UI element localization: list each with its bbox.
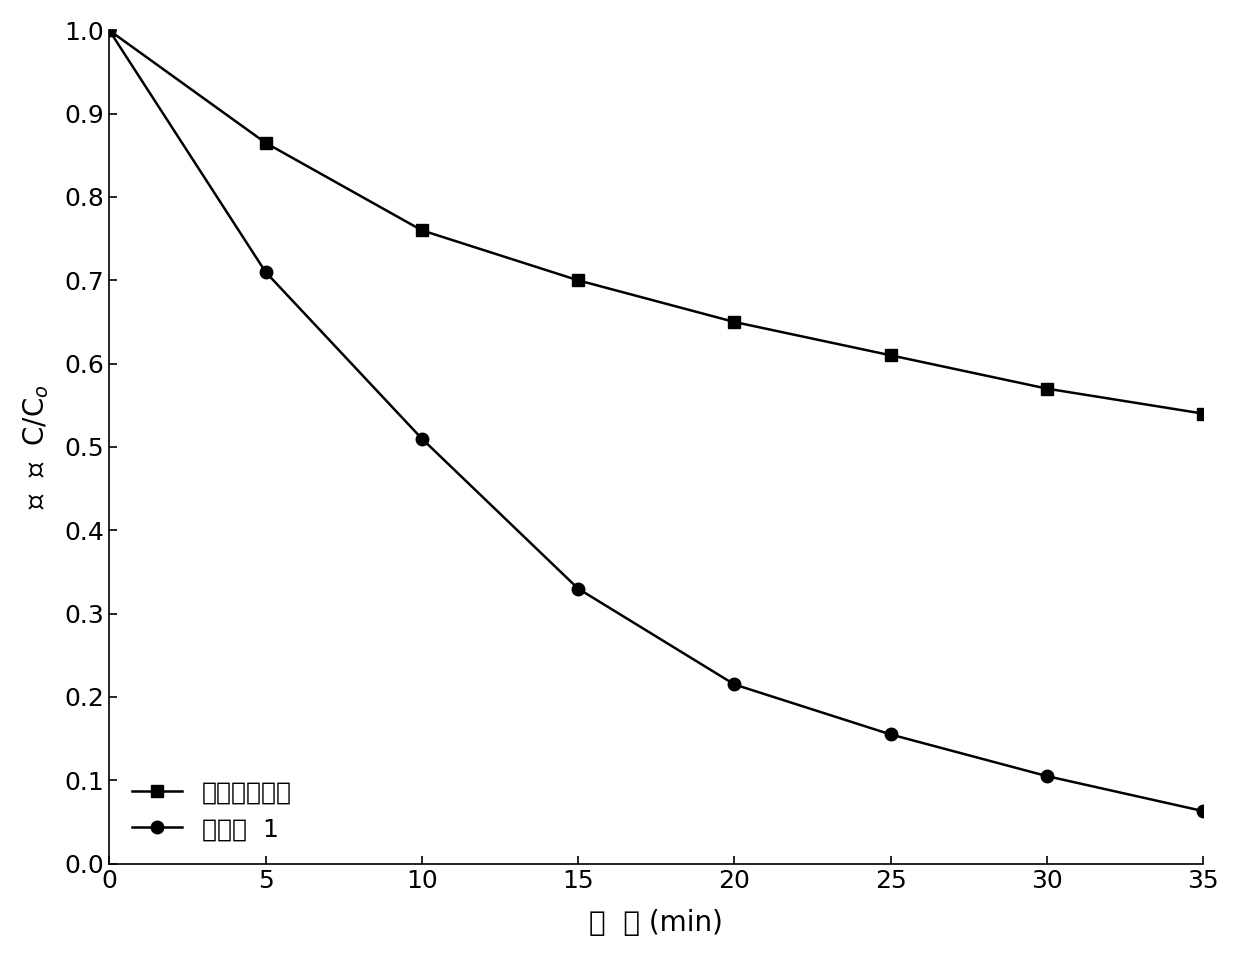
Legend: 单独臭氧氧化, 实施例  1: 单独臭氧氧化, 实施例 1 bbox=[122, 770, 301, 851]
单独臭氧氧化 bbox=[883, 350, 898, 361]
单独臭氧氧化 bbox=[1039, 383, 1054, 395]
单独臭氧氧化 bbox=[258, 137, 273, 148]
单独臭氧氧化 bbox=[727, 316, 742, 328]
X-axis label: 时  间 (min): 时 间 (min) bbox=[589, 909, 723, 937]
Line: 实施例  1: 实施例 1 bbox=[103, 24, 1209, 817]
实施例  1 bbox=[102, 25, 117, 36]
实施例  1 bbox=[1195, 806, 1210, 817]
实施例  1 bbox=[727, 678, 742, 690]
实施例  1 bbox=[1039, 770, 1054, 782]
单独臭氧氧化 bbox=[1195, 408, 1210, 420]
Y-axis label: 苯  酚  C/C$_o$: 苯 酚 C/C$_o$ bbox=[21, 384, 51, 510]
实施例  1 bbox=[258, 266, 273, 278]
实施例  1 bbox=[414, 433, 429, 445]
实施例  1 bbox=[570, 582, 585, 594]
单独臭氧氧化 bbox=[570, 275, 585, 286]
实施例  1 bbox=[883, 729, 898, 741]
单独臭氧氧化 bbox=[102, 25, 117, 36]
单独臭氧氧化 bbox=[414, 224, 429, 236]
Line: 单独臭氧氧化: 单独臭氧氧化 bbox=[103, 24, 1209, 420]
